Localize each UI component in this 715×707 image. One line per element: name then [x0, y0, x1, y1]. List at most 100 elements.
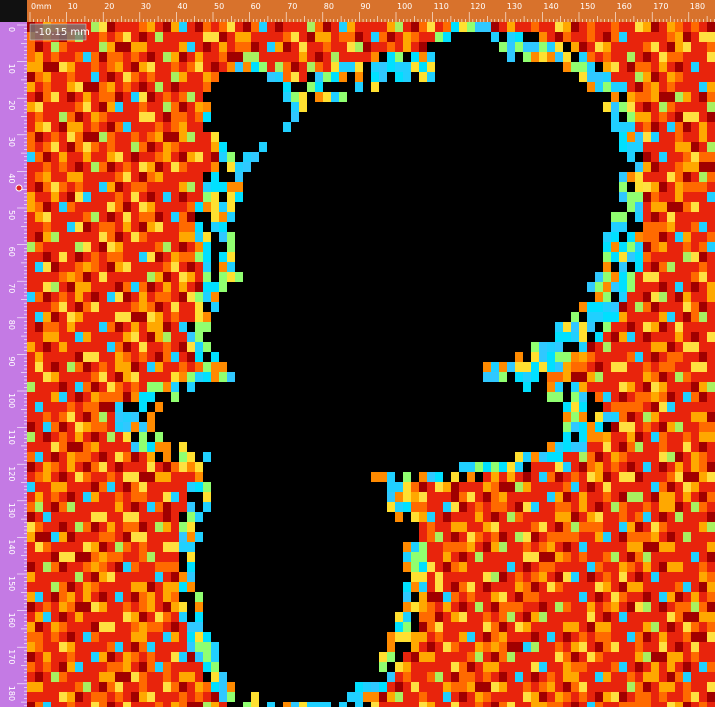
scan-cell [619, 472, 627, 482]
scan-cell [67, 522, 75, 532]
scan-cell [499, 512, 507, 522]
scan-cell [59, 162, 67, 172]
scan-cell [203, 262, 211, 272]
scan-cell [187, 152, 195, 162]
scan-cell [131, 242, 139, 252]
scan-cell [507, 32, 515, 42]
scan-cell [443, 602, 451, 612]
scan-cell [659, 292, 667, 302]
scan-cell [707, 582, 715, 592]
scan-cell [411, 582, 419, 592]
scan-cell [187, 662, 195, 672]
scan-cell [419, 552, 427, 562]
scan-cell [67, 642, 75, 652]
scan-cell [91, 312, 99, 322]
scan-cell [27, 182, 35, 192]
scan-cell [203, 162, 211, 172]
scan-cell [419, 502, 427, 512]
scan-cell [275, 22, 283, 32]
scan-cell [371, 702, 379, 707]
scan-cell [555, 542, 563, 552]
scan-cell [475, 22, 483, 32]
scan-cell [659, 372, 667, 382]
scan-cell [83, 92, 91, 102]
scan-cell [627, 72, 635, 82]
scan-cell [507, 462, 515, 472]
scan-cell [707, 532, 715, 542]
scan-cell [459, 642, 467, 652]
scan-cell [515, 542, 523, 552]
scan-cell [411, 692, 419, 702]
scan-cell [555, 522, 563, 532]
scan-cell [475, 692, 483, 702]
scan-cell [203, 62, 211, 72]
scan-cell [491, 32, 499, 42]
scan-cell [555, 592, 563, 602]
scan-cell [35, 312, 43, 322]
scan-cell [27, 242, 35, 252]
scan-cell [83, 322, 91, 332]
scan-cell [195, 172, 203, 182]
scan-cell [699, 102, 707, 112]
scan-cell [667, 332, 675, 342]
scan-cell [107, 32, 115, 42]
scan-cell [563, 652, 571, 662]
scan-cell [619, 592, 627, 602]
scan-cell [699, 542, 707, 552]
scan-cell [403, 62, 411, 72]
scan-cell [427, 562, 435, 572]
scan-cell [459, 572, 467, 582]
scan-cell [643, 332, 651, 342]
scan-cell [187, 292, 195, 302]
scan-cell [379, 662, 387, 672]
scan-cell [51, 412, 59, 422]
scan-cell [195, 22, 203, 32]
scan-cell [187, 382, 195, 392]
scan-cell [43, 62, 51, 72]
scan-cell [451, 652, 459, 662]
scan-cell [395, 612, 403, 622]
scan-cell [547, 682, 555, 692]
scan-cell [91, 192, 99, 202]
scan-cell [707, 102, 715, 112]
scan-cell [651, 632, 659, 642]
scan-cell [707, 402, 715, 412]
scan-cell [531, 42, 539, 52]
scan-cell [163, 312, 171, 322]
scan-cell [643, 632, 651, 642]
scan-cell [99, 82, 107, 92]
scan-cell [483, 502, 491, 512]
scan-cell [155, 632, 163, 642]
scan-cell [115, 462, 123, 472]
scan-cell [115, 362, 123, 372]
scan-cell [611, 392, 619, 402]
scan-cell [507, 562, 515, 572]
scan-cell [555, 682, 563, 692]
scan-cell [211, 672, 219, 682]
scan-cell [99, 592, 107, 602]
scan-cell [627, 432, 635, 442]
scan-cell [99, 292, 107, 302]
scan-cell [683, 72, 691, 82]
scan-cell [659, 132, 667, 142]
scan-cell [219, 282, 227, 292]
scan-cell [123, 112, 131, 122]
scan-cell [179, 492, 187, 502]
scan-cell [651, 92, 659, 102]
scan-cell [667, 512, 675, 522]
scan-cell [467, 652, 475, 662]
scan-cell [59, 512, 67, 522]
scan-cell [291, 32, 299, 42]
scan-cell [51, 422, 59, 432]
scan-cell [379, 702, 387, 707]
scan-cell [643, 692, 651, 702]
cursor-marker[interactable] [16, 185, 22, 191]
scan-cell [147, 362, 155, 372]
scan-cell [139, 182, 147, 192]
scan-cell [691, 602, 699, 612]
top-ruler-label: 160 [617, 2, 632, 11]
scan-cell [107, 512, 115, 522]
scan-cell [707, 682, 715, 692]
scan-cell [43, 412, 51, 422]
scan-cell [123, 332, 131, 342]
